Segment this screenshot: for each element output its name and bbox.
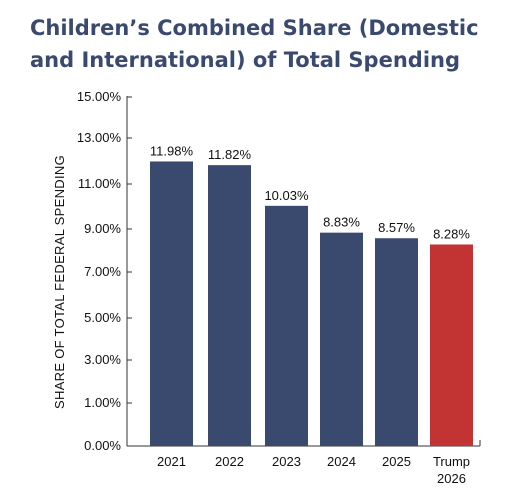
y-tick-label: 0.00% — [84, 438, 121, 453]
bar — [430, 244, 473, 446]
y-tick-label: 3.00% — [84, 352, 121, 367]
data-label: 8.83% — [323, 215, 360, 230]
y-axis-label: SHARE OF TOTAL FEDERAL SPENDING — [52, 155, 67, 409]
y-tick-label: 9.00% — [84, 221, 121, 236]
bar — [265, 205, 308, 446]
category-label: 2023 — [272, 454, 301, 469]
data-label: 10.03% — [264, 188, 309, 203]
y-tick-label: 13.00% — [77, 130, 122, 145]
category-label: 2024 — [327, 454, 356, 469]
y-tick-label: 15.00% — [77, 89, 122, 104]
bar — [150, 161, 193, 446]
bar — [208, 165, 251, 446]
category-label: Trump 2026 — [433, 454, 470, 486]
data-label: 8.57% — [378, 220, 415, 235]
y-tick-label: 5.00% — [84, 310, 121, 325]
y-tick-label: 11.00% — [78, 176, 122, 191]
y-tick-label: 1.00% — [84, 395, 121, 410]
chart-title: Children’s Combined Share (Domestic and … — [30, 16, 479, 72]
category-label: 2025 — [382, 454, 411, 469]
data-label: 8.28% — [433, 226, 470, 241]
y-tick-label: 7.00% — [84, 264, 121, 279]
bar — [375, 238, 418, 446]
category-label: 2021 — [157, 454, 186, 469]
bar — [320, 232, 363, 446]
category-label: 2022 — [215, 454, 244, 469]
data-label: 11.98% — [150, 143, 194, 158]
data-label: 11.82% — [208, 147, 252, 162]
